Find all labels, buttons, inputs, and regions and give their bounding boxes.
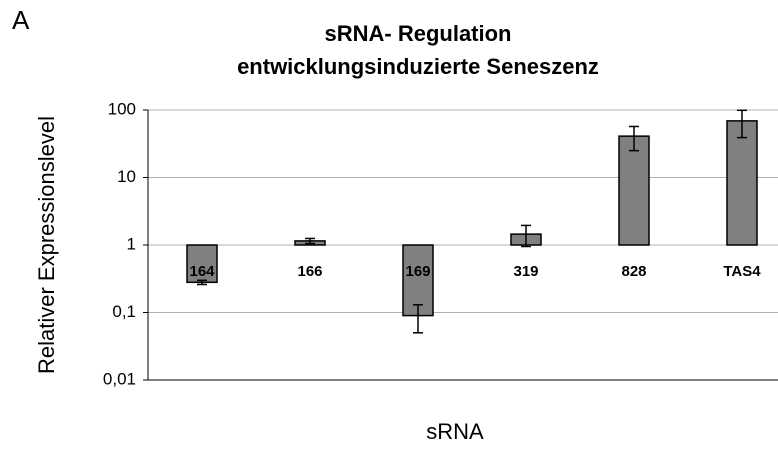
chart-title: entwicklungsinduzierte Seneszenz [237, 54, 599, 79]
bar [618, 135, 650, 246]
x-tick-label: TAS4 [723, 263, 761, 280]
x-tick-label: 319 [513, 263, 538, 280]
bar [186, 244, 218, 284]
y-tick-label: 1 [127, 234, 136, 253]
y-tick-label: 0,01 [103, 369, 136, 388]
y-tick-label: 100 [108, 99, 136, 118]
x-tick-label: 828 [621, 263, 646, 280]
x-tick-label: 164 [189, 263, 215, 280]
y-tick-label: 10 [117, 167, 136, 186]
y-tick-label: 0,1 [112, 302, 136, 321]
y-axis-label: Relativer Expressionslevel [34, 116, 59, 374]
x-tick-label: 166 [297, 263, 322, 280]
panel-label: A [12, 5, 30, 35]
x-tick-label: 169 [405, 263, 430, 280]
bar [402, 244, 434, 317]
chart-title: sRNA- Regulation [325, 21, 512, 46]
x-axis-label: sRNA [426, 419, 484, 444]
bar [726, 120, 758, 246]
